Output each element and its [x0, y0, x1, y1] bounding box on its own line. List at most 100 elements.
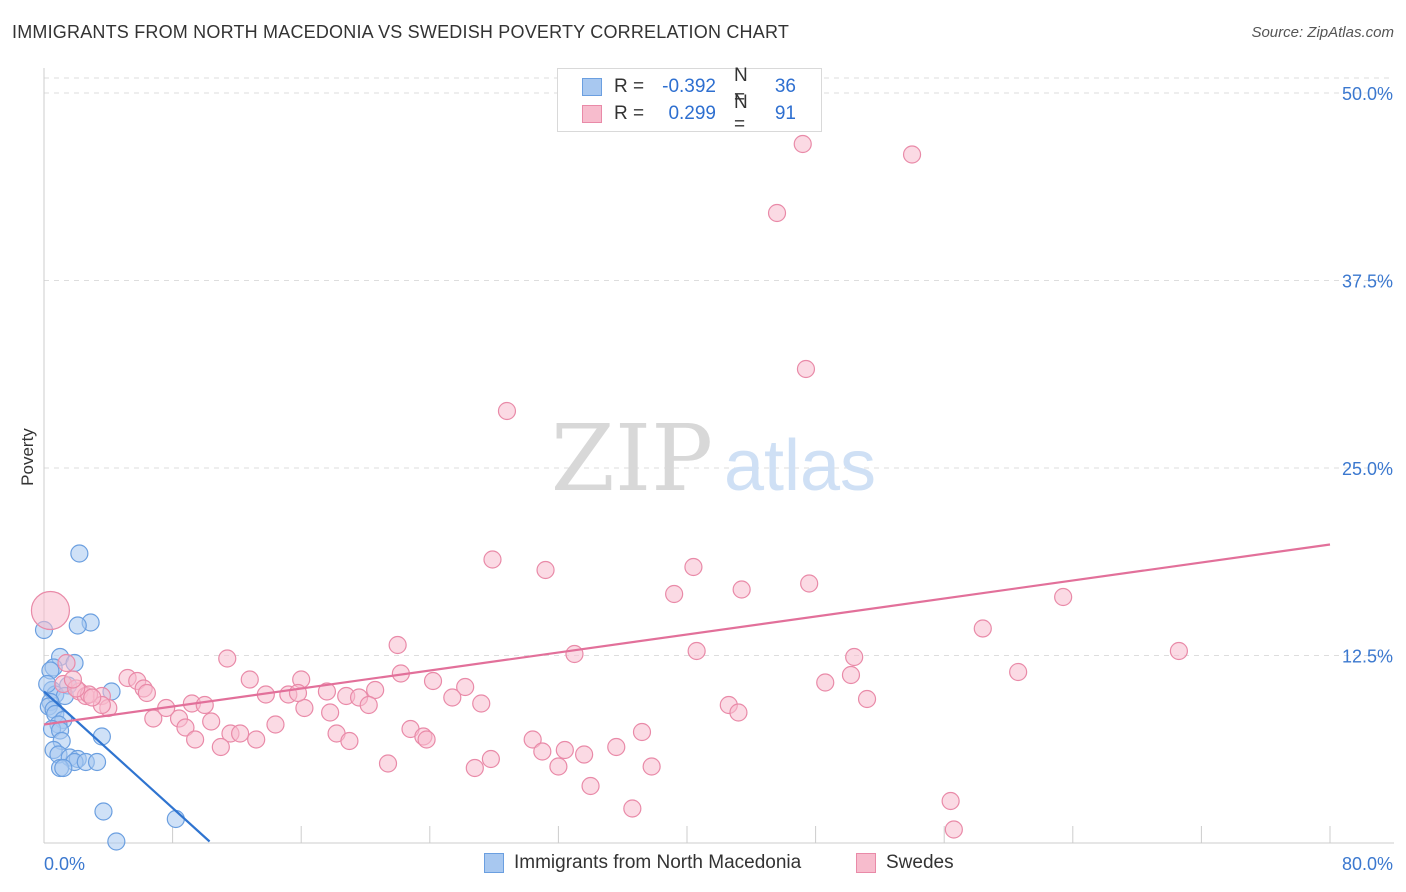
trend-lines — [43, 543, 1331, 843]
point-swedes — [30, 590, 71, 631]
point-swedes — [137, 683, 156, 703]
point-swedes — [523, 730, 542, 749]
point-swedes — [202, 712, 221, 731]
point-swedes — [483, 550, 502, 569]
point-swedes — [481, 749, 500, 769]
watermark: ZIP atlas — [551, 405, 876, 512]
trend-line-macedonia — [43, 690, 211, 843]
point-swedes — [317, 682, 337, 701]
legend-r-value: -0.392 — [662, 76, 716, 97]
point-macedonia — [94, 802, 113, 821]
point-swedes — [642, 757, 661, 776]
point-swedes — [549, 757, 568, 776]
point-macedonia — [54, 758, 73, 778]
point-swedes — [857, 689, 877, 709]
point-macedonia — [166, 809, 185, 829]
point-swedes — [1054, 587, 1073, 607]
y-tick-label: 37.5% — [1342, 272, 1393, 292]
legend-n-value: 91 — [774, 103, 796, 124]
legend-r-label: R = — [614, 103, 645, 124]
axes — [43, 68, 1394, 844]
tick-labels: 12.5% 25.0% 37.5% 50.0% 0.0% 80.0% — [44, 84, 1393, 874]
y-tick-label: 50.0% — [1342, 84, 1393, 104]
point-macedonia — [87, 752, 107, 772]
point-swedes — [211, 737, 230, 757]
point-swedes — [321, 703, 340, 722]
chart-title: IMMIGRANTS FROM NORTH MACEDONIA VS SWEDI… — [12, 22, 790, 42]
point-macedonia — [38, 674, 57, 694]
chart-source: Source: ZipAtlas.com — [1251, 24, 1394, 41]
point-swedes — [378, 754, 398, 773]
point-swedes — [729, 703, 748, 722]
watermark-atlas: atlas — [724, 426, 876, 506]
point-swedes — [944, 820, 963, 839]
point-swedes — [63, 670, 83, 689]
point-swedes — [247, 730, 266, 749]
legend-swatch-swedes — [582, 105, 602, 123]
point-swedes — [687, 641, 706, 661]
x-tick-label: 80.0% — [1342, 854, 1393, 874]
point-swedes — [536, 560, 555, 580]
trend-line-swedes — [43, 543, 1331, 726]
point-swedes — [902, 145, 922, 164]
legend-r-value: 0.299 — [668, 103, 716, 124]
point-swedes — [388, 635, 407, 655]
point-swedes — [186, 730, 205, 749]
point-swedes — [816, 673, 835, 692]
y-tick-label: 12.5% — [1342, 647, 1393, 667]
point-swedes — [218, 649, 237, 668]
point-swedes — [845, 647, 864, 667]
gridlines — [44, 77, 1394, 656]
bottom-legend-label-macedonia: Immigrants from North Macedonia — [514, 852, 802, 873]
bottom-legend-macedonia: Immigrants from North Macedonia — [484, 852, 801, 874]
point-swedes — [623, 799, 642, 818]
point-swedes — [684, 557, 703, 577]
point-swedes — [340, 731, 359, 751]
legend-row-swedes: R = 0.299 N = 91 — [582, 92, 796, 135]
point-swedes — [195, 695, 214, 715]
point-swedes — [796, 359, 816, 379]
point-swedes — [565, 644, 584, 664]
point-swedes — [417, 730, 436, 749]
point-swedes — [632, 722, 652, 742]
legend-r-label: R = — [614, 76, 645, 97]
point-swedes — [555, 740, 574, 760]
watermark-zip: ZIP — [551, 405, 713, 512]
point-swedes — [732, 580, 751, 599]
point-swedes — [83, 688, 102, 707]
bottom-legend-swatch-macedonia — [484, 853, 504, 873]
point-swedes — [497, 401, 517, 421]
bottom-legend-swedes: Swedes — [856, 852, 954, 874]
point-swedes — [973, 619, 992, 638]
point-macedonia — [68, 616, 87, 635]
point-swedes — [176, 718, 195, 737]
legend-n-label: N = — [734, 92, 748, 135]
point-swedes — [800, 574, 819, 593]
point-swedes — [240, 670, 259, 689]
data-points — [30, 134, 1188, 851]
legend-swatch-macedonia — [582, 78, 602, 96]
bottom-legend-swatch-swedes — [856, 853, 876, 873]
x-tick-label: 0.0% — [44, 854, 85, 874]
legend-n-value: 36 — [774, 76, 796, 97]
point-swedes — [665, 584, 684, 604]
point-swedes — [366, 680, 385, 700]
point-swedes — [295, 698, 314, 718]
point-macedonia — [107, 832, 126, 851]
point-swedes — [443, 688, 462, 707]
point-swedes — [472, 694, 491, 713]
point-swedes — [1009, 662, 1028, 682]
point-swedes — [941, 791, 960, 811]
point-swedes — [456, 677, 475, 697]
point-macedonia — [70, 544, 89, 563]
point-swedes — [57, 653, 76, 673]
legend-n-label: N = — [734, 65, 748, 108]
bottom-legend-label-swedes: Swedes — [886, 852, 954, 873]
point-swedes — [533, 742, 552, 761]
point-swedes — [359, 695, 378, 715]
point-swedes — [841, 665, 861, 685]
point-swedes — [231, 724, 250, 743]
point-swedes — [767, 203, 787, 223]
y-axis-label: Poverty — [18, 428, 37, 486]
